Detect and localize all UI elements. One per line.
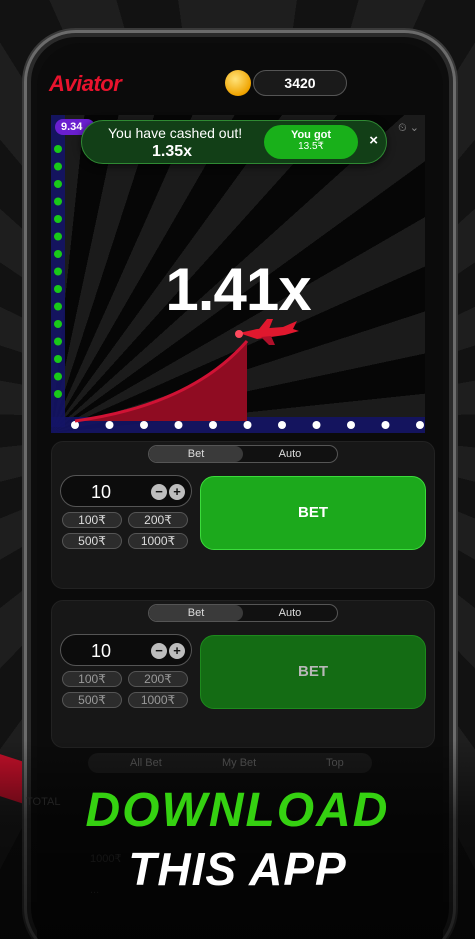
current-multiplier: 1.41x <box>165 256 311 323</box>
promo-headline: DOWNLOAD <box>85 784 390 837</box>
axis-dot <box>54 390 62 398</box>
bottom-axis-dots <box>71 421 424 429</box>
tab-bet[interactable]: Bet <box>149 605 243 621</box>
axis-dot <box>54 285 62 293</box>
coin-icon <box>225 70 251 96</box>
tab-bet[interactable]: Bet <box>149 446 243 462</box>
bet-button[interactable]: BET <box>200 635 426 709</box>
axis-dot <box>174 421 183 429</box>
axis-dot <box>54 232 62 241</box>
axis-dot <box>381 421 390 429</box>
axis-dot <box>347 421 355 429</box>
bet-amount-input[interactable]: 10 <box>91 482 112 502</box>
axis-dot <box>54 355 62 363</box>
left-axis-dots <box>54 145 62 398</box>
axis-dot <box>278 421 286 429</box>
axis-dot <box>54 337 62 346</box>
chip-1000[interactable]: 1000₹ <box>128 692 188 708</box>
axis-dot <box>243 421 252 429</box>
axis-dot <box>416 421 424 429</box>
axis-dot <box>54 320 62 328</box>
flight-curve-line <box>74 340 249 423</box>
bet-mode-switch: Bet Auto <box>148 604 338 622</box>
chip-1000[interactable]: 1000₹ <box>128 533 188 549</box>
chip-100[interactable]: 100₹ <box>62 671 122 687</box>
plane-icon <box>235 319 299 345</box>
game-area: 9.34 ⏲ ⌄ 1.41x <box>51 115 425 433</box>
toast-win-amount: 13.5₹ <box>298 141 324 152</box>
promo-overlay <box>0 740 475 939</box>
axis-dot <box>54 180 62 188</box>
toast-title: You have cashed out! <box>108 125 243 141</box>
axis-dot <box>71 421 79 429</box>
toast-win-label: You got <box>290 129 332 141</box>
flight-plot <box>51 115 425 433</box>
balance-display: 3420 <box>253 70 347 96</box>
chip-200[interactable]: 200₹ <box>128 512 188 528</box>
axis-dot <box>54 145 62 153</box>
cashout-toast: You have cashed out! 1.35x You got 13.5₹… <box>81 120 387 164</box>
minus-icon[interactable]: − <box>151 643 167 659</box>
plus-icon[interactable]: + <box>169 643 185 659</box>
promo-subheadline: THIS APP <box>128 843 347 895</box>
tab-auto[interactable]: Auto <box>278 607 302 619</box>
axis-dot <box>54 372 62 381</box>
chip-100[interactable]: 100₹ <box>62 512 122 528</box>
axis-dot <box>140 421 148 429</box>
axis-dot <box>54 250 62 258</box>
toast-multiplier: 1.35x <box>152 143 193 160</box>
axis-dot <box>312 421 321 429</box>
bet-panel-2: Bet Auto 10 − + 100₹ 200₹ 500₹ 1000₹ BET <box>51 600 435 748</box>
history-toggle-icon[interactable]: ⏲ ⌄ <box>398 122 419 134</box>
minus-icon[interactable]: − <box>151 484 167 500</box>
axis-dot <box>54 215 62 223</box>
top-bar: Aviator 3420 <box>37 43 443 113</box>
app-logo: Aviator <box>49 71 122 96</box>
toast-win-badge: You got 13.5₹ <box>264 125 358 159</box>
bet-amount-stepper: 10 − + <box>60 634 192 666</box>
axis-dot <box>209 421 217 429</box>
axis-dot <box>54 162 62 171</box>
axis-dot <box>105 421 114 429</box>
axis-dot <box>54 302 62 311</box>
bet-mode-switch: Bet Auto <box>148 445 338 463</box>
bet-panel-1: Bet Auto 10 − + 100₹ 200₹ 500₹ 1000₹ BET <box>51 441 435 589</box>
bet-button[interactable]: BET <box>200 476 426 550</box>
chip-200[interactable]: 200₹ <box>128 671 188 687</box>
axis-dot <box>54 197 62 206</box>
flight-curve-area <box>75 341 247 421</box>
bet-amount-stepper: 10 − + <box>60 475 192 507</box>
bet-amount-input[interactable]: 10 <box>91 641 112 661</box>
chip-500[interactable]: 500₹ <box>62 692 122 708</box>
axis-dot <box>54 267 62 276</box>
close-icon[interactable]: × <box>369 132 378 149</box>
plus-icon[interactable]: + <box>169 484 185 500</box>
tab-auto[interactable]: Auto <box>278 448 302 460</box>
chip-500[interactable]: 500₹ <box>62 533 122 549</box>
